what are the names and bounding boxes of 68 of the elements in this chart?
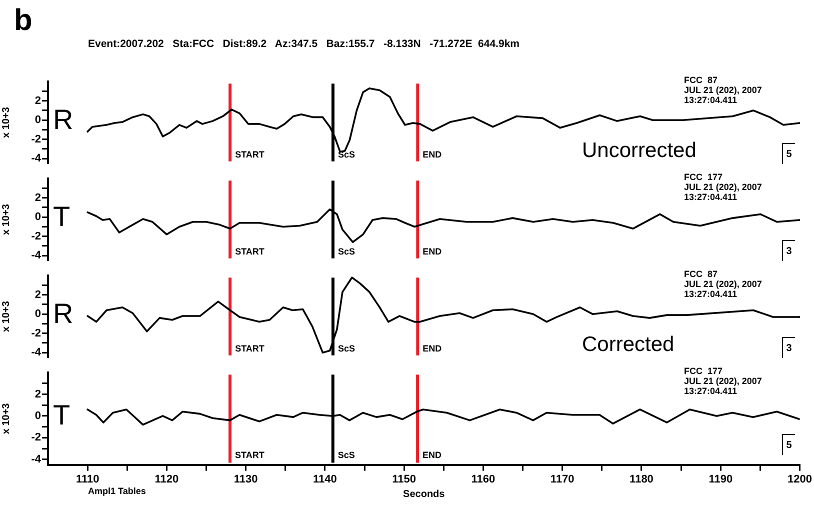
ref-line-label: END bbox=[422, 450, 442, 460]
x-tick-label: 1120 bbox=[154, 473, 179, 486]
ref-line-label: ScS bbox=[338, 344, 355, 354]
y-tick-label: -4 bbox=[31, 346, 42, 359]
y-tick-label: 2 bbox=[34, 288, 41, 301]
annotation: Uncorrected bbox=[582, 139, 696, 163]
x-tick-label: 1180 bbox=[630, 473, 654, 486]
annotation: 13:27:04.411 bbox=[684, 192, 738, 203]
chart-title: b bbox=[14, 4, 32, 38]
x-tick-label: 1110 bbox=[76, 473, 100, 486]
y-tick-label: 0 bbox=[34, 410, 41, 422]
ref-line-label: ScS bbox=[338, 450, 355, 460]
annotation: 5 bbox=[782, 143, 795, 164]
series-label: T bbox=[53, 400, 70, 431]
annotation: FCC 177 bbox=[684, 366, 723, 377]
y-tick-label: 0 bbox=[34, 211, 41, 224]
ref-line-label: START bbox=[235, 150, 265, 160]
ref-line-label: ScS bbox=[338, 246, 355, 257]
x-tick-label: 1140 bbox=[313, 473, 337, 486]
y-tick-label: -4 bbox=[31, 250, 42, 262]
y-tick-label: -2 bbox=[31, 133, 41, 146]
y-tick-label: -2 bbox=[31, 432, 41, 444]
annotation: 13:27:04.411 bbox=[684, 289, 738, 300]
series-label: R bbox=[53, 298, 74, 329]
annotation: FCC 87 bbox=[684, 75, 718, 86]
chart-subtitle: Event:2007.202 Sta:FCC Dist:89.2 Az:347.5 Baz:155.7 -8.133N -71.272E 644.9km bbox=[88, 38, 520, 50]
y-tick-label: 2 bbox=[34, 192, 41, 204]
x-tick-label: 1150 bbox=[392, 473, 416, 486]
ref-line-label: ScS bbox=[338, 150, 355, 160]
ref-line-label: END bbox=[422, 344, 442, 354]
x-axis-title: Seconds bbox=[403, 488, 446, 500]
text: Ampl1 Tables bbox=[88, 486, 146, 497]
y-tick-label: 0 bbox=[34, 308, 41, 320]
y-tick-label: -4 bbox=[31, 152, 42, 165]
annotation: FCC 87 bbox=[684, 269, 718, 280]
y-axis-title: x 10+3 bbox=[0, 300, 12, 332]
annotation: 13:27:04.411 bbox=[684, 95, 738, 106]
annotation: 5 bbox=[782, 434, 795, 455]
y-tick-label: 2 bbox=[34, 94, 41, 107]
ref-line-label: START bbox=[235, 344, 265, 354]
annotation: FCC 177 bbox=[684, 172, 723, 183]
annotation: 3 bbox=[782, 337, 795, 358]
ref-line-label: START bbox=[235, 246, 265, 257]
series-label: R bbox=[53, 104, 74, 135]
annotation: 3 bbox=[782, 240, 795, 261]
annotation: JUL 21 (202), 2007 bbox=[684, 85, 762, 96]
ref-line-label: START bbox=[235, 450, 265, 460]
y-tick-label: 0 bbox=[34, 114, 41, 126]
ref-line-label: END bbox=[422, 246, 442, 257]
annotation: Corrected bbox=[582, 333, 674, 357]
y-tick-label: 2 bbox=[34, 388, 41, 400]
y-axis-title: x 10+3 bbox=[0, 106, 12, 138]
y-tick-label: -2 bbox=[31, 230, 41, 242]
x-tick-label: 1170 bbox=[550, 473, 574, 486]
annotation: 13:27:04.411 bbox=[684, 386, 738, 397]
ref-line-label: END bbox=[422, 150, 442, 160]
x-tick-label: 1200 bbox=[788, 473, 812, 486]
y-axis-title: x 10+3 bbox=[0, 402, 12, 434]
y-tick-label: -2 bbox=[31, 327, 41, 340]
y-tick-label: -4 bbox=[31, 453, 42, 466]
annotation: JUL 21 (202), 2007 bbox=[684, 182, 762, 193]
x-tick-label: 1160 bbox=[471, 473, 496, 486]
y-axis-title: x 10+3 bbox=[0, 204, 12, 235]
annotation: JUL 21 (202), 2007 bbox=[684, 376, 762, 387]
x-tick-label: 1130 bbox=[234, 473, 258, 486]
x-tick-label: 1190 bbox=[708, 473, 733, 486]
annotation: JUL 21 (202), 2007 bbox=[684, 279, 762, 290]
series-label: T bbox=[53, 200, 70, 232]
